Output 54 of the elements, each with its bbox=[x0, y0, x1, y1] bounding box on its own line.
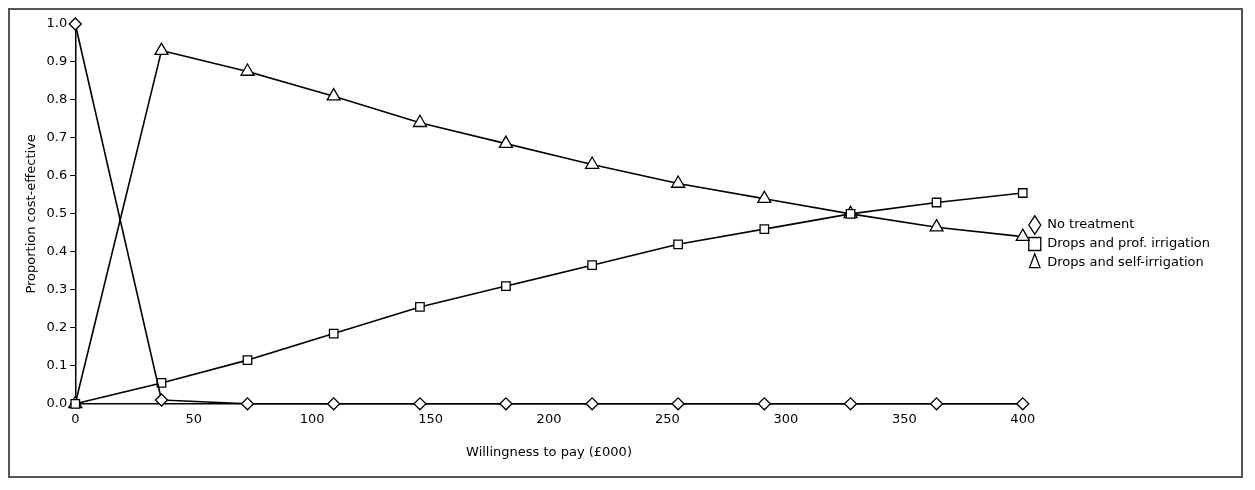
x-tick-label: 50 bbox=[185, 410, 202, 426]
point bbox=[587, 260, 598, 271]
point bbox=[501, 281, 511, 291]
x-tick-label: 350 bbox=[891, 410, 917, 426]
point bbox=[584, 156, 600, 169]
point bbox=[1017, 188, 1028, 198]
point bbox=[499, 397, 513, 411]
y-axis-title: Proportion cost-effective bbox=[23, 134, 39, 294]
point bbox=[585, 397, 599, 411]
point bbox=[415, 302, 425, 312]
legend-label: No treatment bbox=[1047, 216, 1135, 232]
point bbox=[843, 397, 858, 411]
point bbox=[757, 397, 771, 411]
point bbox=[670, 175, 686, 188]
point bbox=[327, 397, 341, 411]
point bbox=[759, 224, 770, 234]
point bbox=[154, 42, 169, 55]
y-tick-label: 0.0 bbox=[46, 395, 68, 411]
point bbox=[929, 397, 944, 411]
point bbox=[154, 393, 169, 407]
y-tick-label: 1.0 bbox=[46, 15, 68, 31]
x-tick-label: 200 bbox=[536, 410, 562, 426]
y-tick-label: 0.5 bbox=[46, 205, 68, 221]
y-tick-label: 0.6 bbox=[46, 167, 68, 183]
x-tick-label: 100 bbox=[299, 410, 325, 426]
x-tick-label: 0 bbox=[71, 410, 80, 426]
point bbox=[673, 239, 684, 250]
legend-label: Drops and self-irrigation bbox=[1047, 254, 1204, 270]
y-tick-label: 0.9 bbox=[46, 53, 68, 69]
x-tick-label: 300 bbox=[773, 410, 799, 426]
y-tick-label: 0.8 bbox=[46, 91, 68, 107]
point bbox=[1015, 228, 1030, 242]
point bbox=[1016, 397, 1030, 411]
x-tick-label: 400 bbox=[1010, 410, 1036, 426]
point bbox=[929, 219, 944, 232]
y-tick-label: 0.3 bbox=[46, 281, 68, 297]
x-tick-label: 150 bbox=[418, 410, 443, 426]
point bbox=[671, 397, 685, 411]
point bbox=[498, 135, 514, 149]
point bbox=[757, 190, 772, 204]
point bbox=[242, 355, 253, 366]
point bbox=[413, 397, 427, 411]
point bbox=[240, 397, 255, 411]
y-tick-label: 0.4 bbox=[46, 243, 68, 259]
point bbox=[326, 88, 341, 101]
point bbox=[240, 63, 255, 76]
y-tick-label: 0.7 bbox=[46, 129, 68, 145]
y-tick-label: 0.2 bbox=[46, 319, 68, 335]
y-tick-label: 0.1 bbox=[46, 357, 68, 373]
point bbox=[412, 114, 428, 128]
point bbox=[328, 328, 339, 339]
legend-label: Drops and prof. irrigation bbox=[1047, 235, 1211, 251]
x-tick-label: 250 bbox=[655, 410, 680, 426]
x-axis-title: Willingness to pay (£000) bbox=[466, 443, 632, 459]
